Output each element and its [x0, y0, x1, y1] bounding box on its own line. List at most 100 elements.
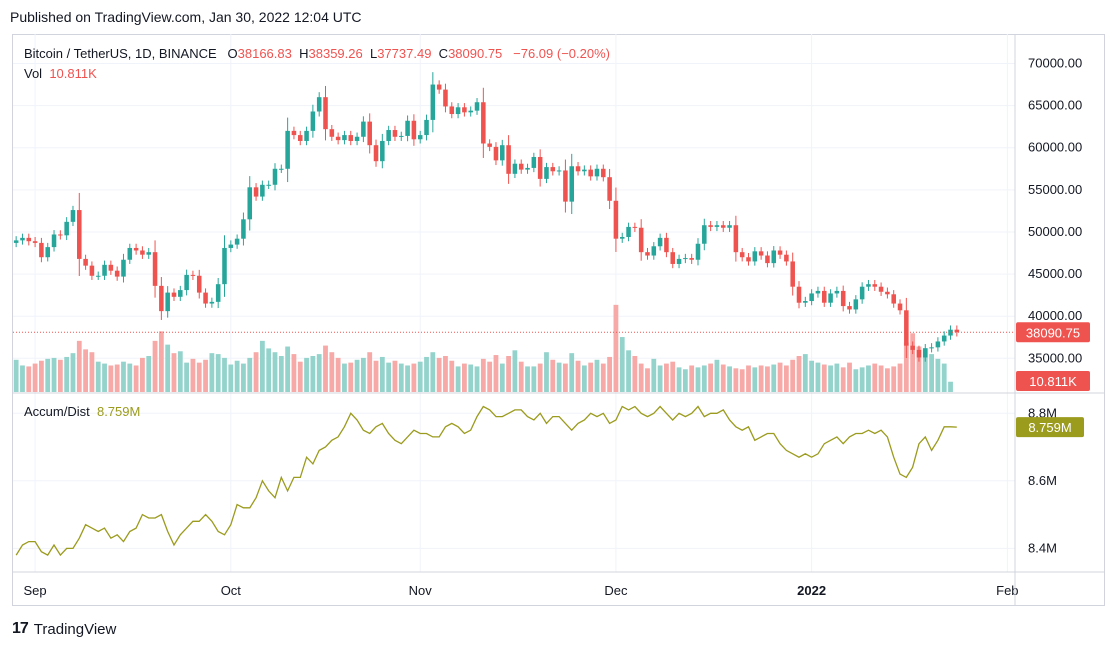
- candle-body: [708, 225, 713, 227]
- ad-tick-label: 8.8M: [1028, 405, 1057, 420]
- price-legend: Bitcoin / TetherUS, 1D, BINANCE O38166.8…: [24, 46, 610, 61]
- volume-bar: [474, 366, 480, 392]
- candle-body: [651, 246, 657, 256]
- candle-body: [171, 292, 177, 297]
- price-tick-label: 70000.00: [1028, 55, 1082, 70]
- candle-body: [392, 130, 398, 137]
- volume-bar: [259, 340, 265, 392]
- candle-body: [253, 187, 259, 197]
- vol-value: 10.811K: [49, 66, 97, 81]
- volume-bar: [537, 363, 543, 392]
- volume-bar: [657, 365, 663, 392]
- volume-bar: [581, 365, 587, 392]
- volume-bar: [884, 368, 890, 392]
- candle-body: [481, 102, 486, 144]
- candle-body: [923, 348, 928, 358]
- candle-body: [695, 243, 701, 260]
- volume-bar: [335, 357, 341, 392]
- volume-bar: [209, 353, 215, 392]
- candle-body: [626, 226, 631, 238]
- candle-body: [670, 252, 676, 264]
- candle-body: [569, 166, 575, 202]
- candle-body: [241, 219, 246, 239]
- volume-bar: [853, 369, 859, 392]
- candle-body: [885, 291, 890, 295]
- candle-body: [228, 244, 234, 248]
- volume-bar: [518, 361, 524, 392]
- volume-bar: [708, 363, 714, 392]
- volume-bar: [51, 357, 57, 392]
- volume-bar: [468, 364, 474, 392]
- candle-body: [316, 97, 322, 112]
- volume-bar: [910, 333, 916, 392]
- candle-body: [512, 163, 518, 174]
- candle-body: [739, 252, 745, 258]
- volume-bar: [57, 359, 63, 392]
- candle-body: [878, 286, 884, 292]
- volume-bar: [222, 357, 227, 392]
- candle-body: [304, 130, 309, 141]
- candle-body: [83, 258, 88, 266]
- volume-bar: [922, 348, 928, 392]
- volume-bar: [746, 365, 751, 392]
- candle-body: [380, 140, 385, 162]
- volume-bar: [563, 363, 568, 392]
- volume-bar: [840, 367, 846, 392]
- candle-body: [203, 292, 208, 304]
- volume-bar: [114, 364, 120, 392]
- price-tick-label: 60000.00: [1028, 140, 1082, 155]
- candle-body: [20, 237, 25, 241]
- volume-bar: [834, 363, 840, 392]
- candle-body: [405, 120, 410, 136]
- accum-dist-line: [15, 405, 957, 557]
- volume-bar: [379, 356, 385, 392]
- volume-bar: [607, 356, 613, 392]
- volume-bar: [916, 346, 922, 392]
- candle-body: [891, 294, 896, 304]
- last-volume-label: 10.811K: [1029, 374, 1077, 389]
- volume-bar: [32, 363, 38, 392]
- volume-bar: [140, 357, 145, 392]
- candle-body: [348, 135, 354, 141]
- volume-bar: [733, 368, 739, 392]
- volume-bars: [13, 304, 953, 392]
- candle-body: [537, 156, 543, 179]
- volume-bar: [462, 363, 467, 392]
- open-label: O: [227, 46, 238, 61]
- candle-body: [140, 250, 145, 255]
- candle-body: [929, 347, 934, 349]
- volume-bar: [171, 353, 177, 392]
- chart-frame[interactable]: [12, 34, 1105, 606]
- volume-bar: [645, 368, 650, 392]
- candle-body: [468, 110, 473, 113]
- ad-label[interactable]: Accum/Dist: [24, 404, 90, 419]
- tradingview-logo-icon[interactable]: 17: [12, 620, 29, 637]
- footer: 17 TradingView: [12, 620, 116, 638]
- candle-body: [367, 121, 372, 146]
- candle-body: [455, 107, 461, 115]
- volume-bar: [203, 359, 208, 392]
- candle-body: [613, 200, 619, 239]
- high-value: 38359.26: [308, 46, 363, 61]
- close-value: 38090.75: [448, 46, 503, 61]
- symbol-label[interactable]: Bitcoin / TetherUS, 1D, BINANCE: [24, 46, 217, 61]
- volume-bar: [360, 357, 366, 392]
- volume-bar: [165, 344, 171, 392]
- volume-bar: [941, 363, 947, 392]
- candle-body: [260, 184, 265, 197]
- candle-body: [77, 210, 82, 259]
- volume-bar: [310, 356, 316, 392]
- candle-body: [196, 275, 202, 293]
- volume-bar: [588, 362, 594, 392]
- volume-bar: [891, 366, 897, 392]
- volume-bar: [64, 356, 70, 392]
- candle-body: [941, 335, 947, 342]
- volume-bar: [184, 362, 190, 392]
- brand-name[interactable]: TradingView: [33, 620, 117, 638]
- candle-body: [335, 136, 341, 141]
- candle-body: [796, 286, 802, 303]
- candle-body: [184, 274, 189, 291]
- candle-body: [361, 121, 366, 137]
- candle-body: [95, 275, 101, 277]
